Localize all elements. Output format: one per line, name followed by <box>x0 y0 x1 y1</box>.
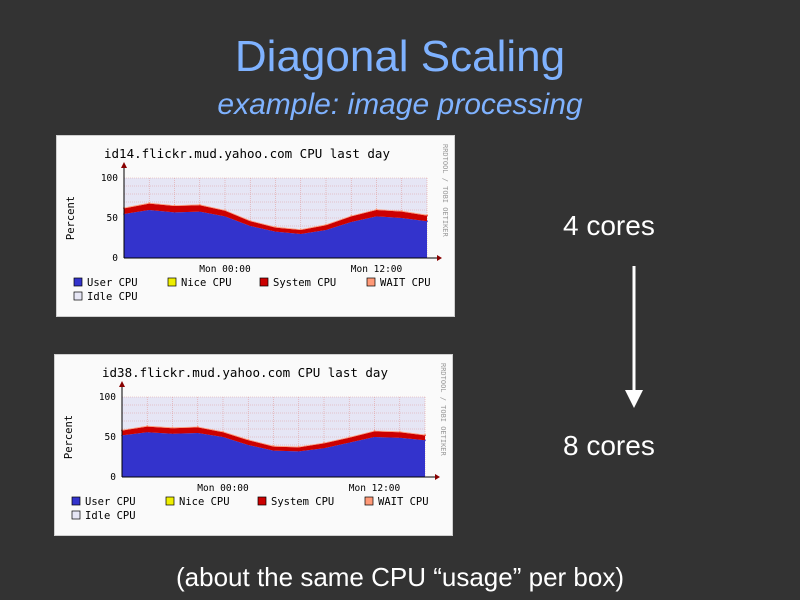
y-tick-label: 0 <box>110 472 116 483</box>
x-tick-label: Mon 00:00 <box>199 264 251 275</box>
x-tick-label: Mon 00:00 <box>197 483 249 494</box>
slide-subtitle: example: image processing <box>217 88 583 121</box>
x-tick-label: Mon 12:00 <box>349 483 401 494</box>
legend-swatch <box>257 496 267 506</box>
series-point <box>148 202 151 204</box>
legend-label: WAIT CPU <box>380 277 431 289</box>
cpu-chart-8-cores: id38.flickr.mud.yahoo.com CPU last day Pe… <box>54 354 453 536</box>
series-point <box>299 228 302 230</box>
slide-title: Diagonal Scaling <box>234 32 566 81</box>
chart-watermark: RRDTOOL / TOBI OETIKER <box>439 363 447 457</box>
series-point <box>350 214 353 217</box>
series-point <box>398 430 401 433</box>
y-axis-label: Percent <box>63 415 75 459</box>
chart-watermark: RRDTOOL / TOBI OETIKER <box>441 144 449 238</box>
legend-label: System CPU <box>273 277 336 289</box>
series-point <box>325 223 327 226</box>
arrow-down-icon <box>625 266 643 408</box>
y-tick-label: 50 <box>105 432 117 443</box>
series-area <box>122 426 425 452</box>
series-point <box>247 438 250 441</box>
x-tick-label: Mon 12:00 <box>351 264 403 275</box>
series-point <box>198 203 201 206</box>
series-point <box>297 445 300 448</box>
series-point <box>146 425 149 427</box>
series-point <box>323 441 325 444</box>
cpu-chart-svg: id14.flickr.mud.yahoo.com CPU last day Pe… <box>65 144 449 303</box>
legend-swatch <box>167 277 177 287</box>
y-tick-label: 0 <box>112 253 118 264</box>
series-point <box>173 204 176 206</box>
series-point <box>373 429 376 432</box>
legend-label: Idle CPU <box>85 510 136 522</box>
slide-footer: (about the same CPU “usage” per box) <box>176 562 624 592</box>
series-point <box>426 214 428 216</box>
legend-swatch <box>366 277 376 287</box>
chart-title: id14.flickr.mud.yahoo.com CPU last day <box>104 146 390 161</box>
y-tick-label: 50 <box>107 213 119 224</box>
series-point <box>171 426 174 429</box>
series-area <box>122 432 425 477</box>
cpu-chart-svg: id38.flickr.mud.yahoo.com CPU last day Pe… <box>63 363 447 522</box>
legend-swatch <box>71 496 81 506</box>
legend-label: Nice CPU <box>181 277 232 289</box>
series-point <box>272 445 275 447</box>
legend-swatch <box>165 496 175 506</box>
legend-label: System CPU <box>271 496 334 508</box>
legend-label: Idle CPU <box>87 291 138 303</box>
legend-label: Nice CPU <box>179 496 230 508</box>
legend-label: User CPU <box>85 496 136 508</box>
cpu-chart-4-cores: id14.flickr.mud.yahoo.com CPU last day Pe… <box>56 135 455 317</box>
y-tick-label: 100 <box>101 173 118 184</box>
label-4-cores: 4 cores <box>563 210 655 241</box>
series-point <box>224 209 226 211</box>
series-point <box>375 208 378 210</box>
legend-swatch <box>73 291 83 301</box>
legend-swatch <box>71 510 81 520</box>
y-axis-label: Percent <box>65 196 77 240</box>
series-point <box>424 433 426 436</box>
chart-title: id38.flickr.mud.yahoo.com CPU last day <box>102 365 388 380</box>
legend-swatch <box>364 496 374 506</box>
legend-swatch <box>73 277 83 287</box>
y-axis-arrow-icon <box>119 381 125 387</box>
series-point <box>249 219 252 222</box>
label-8-cores: 8 cores <box>563 430 655 461</box>
y-tick-label: 100 <box>99 392 116 403</box>
legend-label: WAIT CPU <box>378 496 429 508</box>
legend-swatch <box>259 277 269 287</box>
x-axis-arrow-icon <box>435 474 440 480</box>
y-axis-arrow-icon <box>121 162 127 168</box>
series-point <box>274 226 277 228</box>
series-point <box>400 210 403 212</box>
series-point <box>222 430 224 433</box>
legend-label: User CPU <box>87 277 138 289</box>
series-area <box>124 203 427 234</box>
x-axis-arrow-icon <box>437 255 442 261</box>
series-point <box>348 436 351 438</box>
series-point <box>196 425 199 428</box>
